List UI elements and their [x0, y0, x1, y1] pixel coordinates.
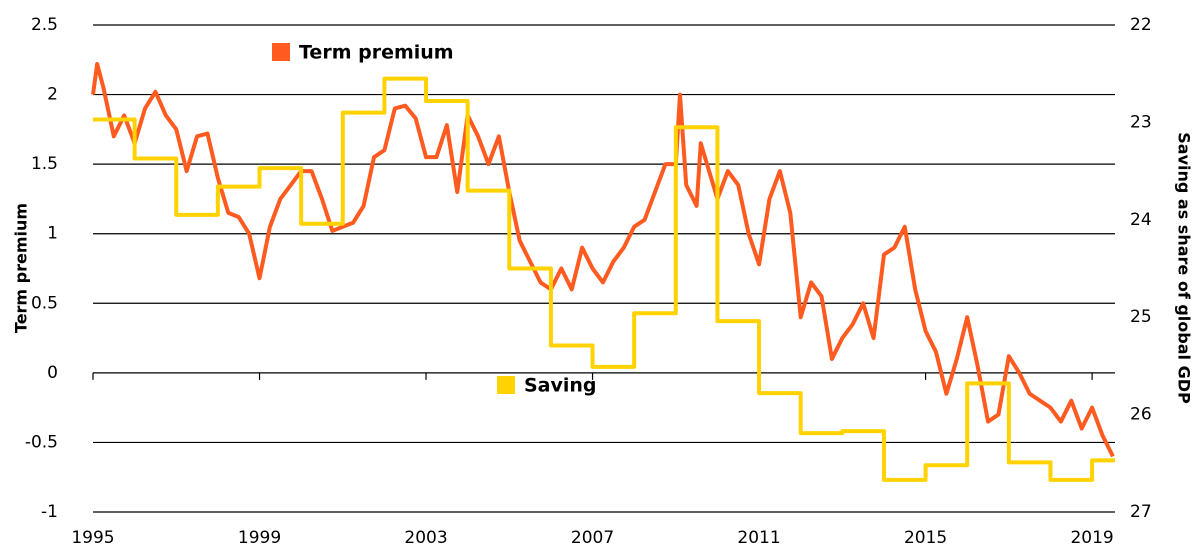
series-line: [91, 61, 1115, 458]
x-tick-label: 1999: [238, 528, 281, 548]
y-tick-label: -0.5: [25, 432, 58, 452]
x-tick-label: 2007: [571, 528, 614, 548]
x-tick-label: 2019: [1070, 528, 1113, 548]
y-tick-label: 1.5: [31, 154, 58, 174]
x-tick-label: 2003: [404, 528, 447, 548]
y-tick-label: 2: [47, 85, 58, 105]
y2-axis-label: Saving as share of global GDP: [1175, 132, 1194, 404]
x-tick-label: 2011: [737, 528, 780, 548]
y2-tick-label: 24: [1130, 210, 1152, 230]
y-tick-label: -1: [41, 502, 58, 522]
legend-swatch: [272, 43, 290, 61]
x-tick-label: 1995: [71, 528, 114, 548]
y2-tick-label: 25: [1130, 307, 1152, 327]
legend-swatch: [497, 376, 515, 394]
y-tick-label: 2.5: [31, 15, 58, 35]
y2-tick-label: 22: [1130, 15, 1152, 35]
legend-label: Term premium: [299, 42, 454, 64]
y-tick-label: 0.5: [31, 293, 58, 313]
y-axis-label: Term premium: [12, 203, 31, 333]
y2-tick-label: 27: [1130, 502, 1152, 522]
legend-label: Saving: [524, 375, 597, 397]
y-tick-label: 1: [47, 224, 58, 244]
y2-tick-label: 23: [1130, 112, 1152, 132]
y2-tick-label: 26: [1130, 405, 1152, 425]
x-tick-label: 2015: [904, 528, 947, 548]
series-line: [93, 76, 1115, 482]
y-tick-label: 0: [47, 363, 58, 383]
